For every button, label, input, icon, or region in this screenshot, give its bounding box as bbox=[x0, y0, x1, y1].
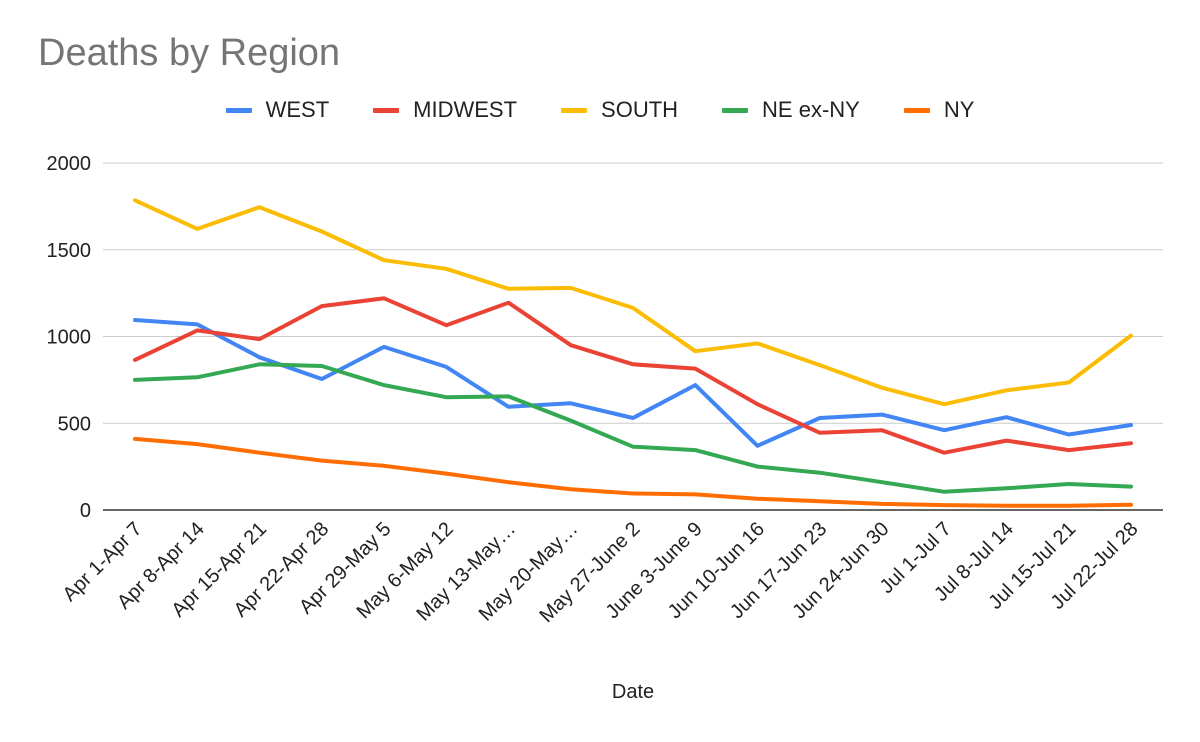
series-line-ny[interactable] bbox=[133, 436, 1133, 508]
legend-swatch bbox=[561, 107, 588, 113]
legend-swatch bbox=[722, 107, 749, 113]
legend-item-ne-ex-ny[interactable]: NE ex-NY bbox=[722, 97, 860, 123]
legend-item-midwest[interactable]: MIDWEST bbox=[373, 97, 517, 123]
legend-item-ny[interactable]: NY bbox=[903, 97, 975, 123]
series-lines bbox=[133, 198, 1133, 508]
y-tick-label: 0 bbox=[80, 500, 91, 522]
legend-label: SOUTH bbox=[601, 97, 679, 122]
legend-item-west[interactable]: WEST bbox=[225, 97, 330, 123]
legend-item-south[interactable]: SOUTH bbox=[561, 97, 678, 123]
chart-title: Deaths by Region bbox=[38, 32, 341, 74]
legend-swatch bbox=[373, 107, 400, 113]
series-line-south[interactable] bbox=[133, 198, 1133, 407]
legend-label: MIDWEST bbox=[413, 97, 518, 122]
y-tick-label: 500 bbox=[58, 413, 91, 435]
y-tick-label: 2000 bbox=[47, 153, 92, 175]
y-tick-label: 1000 bbox=[47, 327, 92, 349]
legend-label: WEST bbox=[265, 97, 330, 122]
chart-legend: WEST MIDWEST SOUTH NE ex-NY NY bbox=[0, 97, 1200, 123]
legend-label: NY bbox=[943, 97, 975, 122]
x-axis-label: Date bbox=[612, 681, 654, 703]
legend-label: NE ex-NY bbox=[762, 97, 860, 122]
legend-swatch bbox=[225, 107, 252, 113]
y-axis-ticks: 0 500 1000 1500 2000 bbox=[47, 153, 92, 522]
y-tick-label: 1500 bbox=[47, 240, 92, 262]
series-line-midwest[interactable] bbox=[133, 296, 1133, 455]
series-line-west[interactable] bbox=[133, 318, 1133, 448]
legend-swatch bbox=[903, 107, 930, 113]
series-line-ne-ex-ny[interactable] bbox=[133, 362, 1133, 494]
